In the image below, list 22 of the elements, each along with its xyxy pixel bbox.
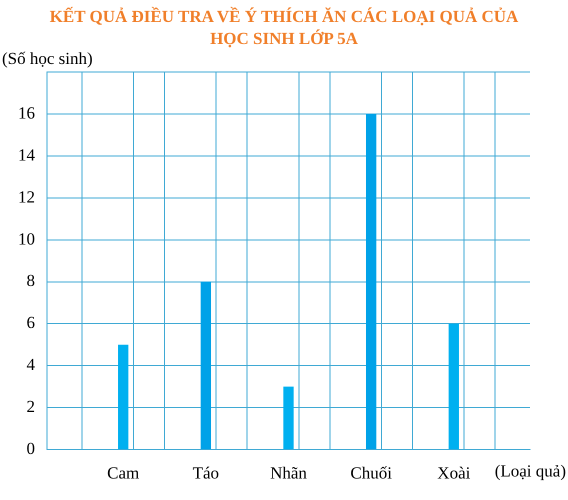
y-tick-label: 6 (26, 313, 35, 332)
x-tick-label: Chuối (350, 463, 392, 482)
x-tick-label: Nhãn (270, 463, 308, 482)
y-tick-label: 16 (18, 103, 35, 122)
y-axis-title: (Số học sinh) (2, 48, 93, 68)
bar (366, 114, 376, 450)
x-tick-label: Táo (192, 463, 220, 482)
x-tick-label: Cam (107, 463, 140, 482)
y-tick-label: 8 (26, 271, 35, 290)
x-axis-title: (Loại quả) (494, 462, 566, 481)
y-tick-label: 12 (18, 187, 35, 206)
bar (283, 386, 294, 450)
y-tick-label: 0 (26, 439, 35, 458)
bar (118, 344, 128, 450)
y-tick-label: 10 (18, 229, 35, 248)
bar (448, 324, 459, 450)
y-tick-label: 2 (26, 397, 35, 416)
x-tick-label: Xoài (437, 463, 471, 482)
y-tick-label: 4 (26, 355, 36, 374)
chart-title: KẾT QUẢ ĐIỀU TRA VỀ Ý THÍCH ĂN CÁC LOẠI QUẢ CỦA HỌC SINH LỚP 5A (48, 6, 520, 50)
bar (200, 282, 212, 450)
y-tick-label: 14 (18, 145, 36, 164)
